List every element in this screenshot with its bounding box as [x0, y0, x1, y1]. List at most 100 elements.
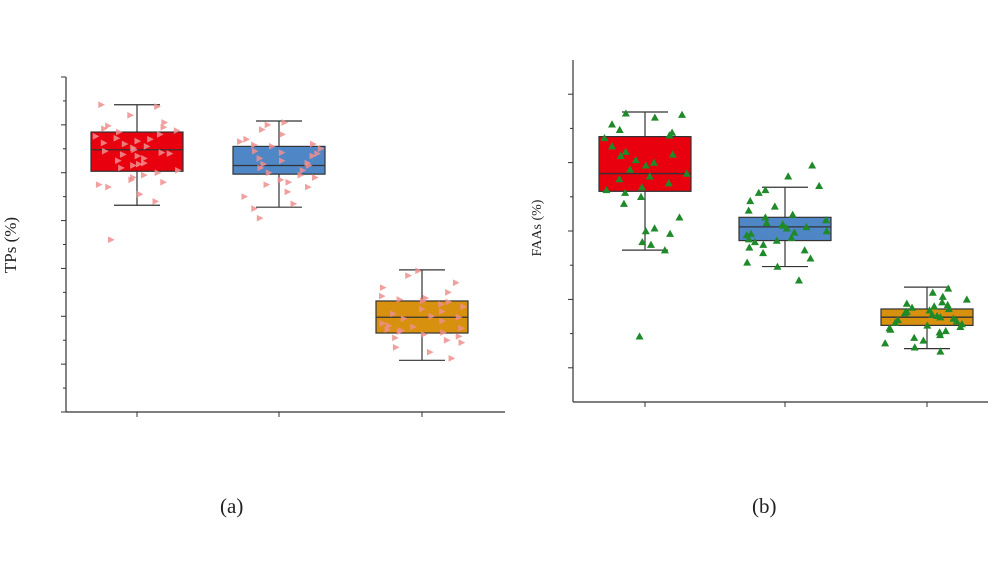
- data-point: [161, 119, 169, 126]
- data-point: [237, 138, 244, 145]
- data-point: [420, 331, 428, 338]
- data-point: [428, 312, 436, 320]
- data-point: [134, 137, 142, 145]
- data-point: [754, 188, 763, 196]
- data-point: [118, 164, 125, 172]
- data-point: [140, 171, 148, 179]
- data-point: [438, 300, 445, 308]
- data-point: [800, 246, 809, 254]
- data-point: [455, 313, 463, 321]
- data-point: [808, 161, 817, 169]
- data-point: [396, 328, 404, 335]
- data-point: [919, 336, 928, 344]
- data-point: [910, 333, 919, 341]
- data-point: [440, 329, 447, 336]
- data-point: [641, 227, 650, 235]
- data-point: [141, 159, 148, 167]
- data-point: [815, 181, 824, 190]
- data-point: [928, 310, 937, 318]
- data-point: [668, 150, 677, 158]
- data-point: [445, 288, 452, 296]
- data-point: [258, 126, 266, 134]
- data-point: [243, 135, 251, 143]
- data-point: [105, 122, 112, 130]
- data-point: [635, 332, 644, 340]
- data-point: [944, 284, 953, 292]
- data-point: [166, 150, 174, 157]
- data-point: [744, 235, 753, 243]
- data-point: [772, 236, 781, 244]
- data-point: [98, 101, 105, 109]
- data-point: [415, 267, 422, 275]
- data-point: [105, 183, 113, 191]
- data-point: [794, 276, 803, 284]
- data-point: [458, 339, 466, 346]
- data-point: [616, 151, 625, 159]
- data-point: [251, 147, 259, 155]
- data-point: [619, 199, 628, 207]
- data-point: [452, 279, 460, 287]
- data-point: [600, 133, 609, 142]
- data-point: [460, 303, 468, 311]
- data-point: [173, 127, 181, 134]
- data-point: [788, 210, 797, 218]
- data-point: [160, 123, 168, 131]
- data-point: [256, 214, 264, 222]
- data-point: [305, 183, 312, 191]
- data-point: [108, 236, 115, 244]
- data-point: [608, 142, 617, 150]
- data-point: [938, 298, 947, 306]
- data-point: [778, 221, 787, 229]
- data-point: [952, 317, 961, 325]
- data-point: [930, 302, 939, 310]
- data-point: [418, 305, 426, 313]
- data-point: [278, 149, 286, 156]
- data-point: [761, 213, 770, 221]
- data-point: [379, 284, 387, 291]
- data-point: [962, 295, 971, 303]
- data-point: [784, 172, 793, 180]
- data-point: [938, 292, 947, 300]
- data-point: [281, 119, 289, 126]
- data-point: [455, 333, 463, 340]
- data-point: [154, 103, 161, 111]
- data-point: [263, 181, 271, 189]
- data-point: [886, 325, 895, 333]
- data-point: [790, 228, 799, 236]
- data-point: [744, 206, 753, 214]
- panel-b-caption: (b): [752, 494, 777, 518]
- data-point: [257, 164, 265, 172]
- data-point: [113, 134, 121, 142]
- panel-a-ylabel: TPs (%): [1, 217, 20, 273]
- data-point: [602, 185, 611, 194]
- data-point: [136, 190, 144, 198]
- data-point: [419, 297, 427, 305]
- data-point: [621, 147, 630, 155]
- data-point: [439, 317, 446, 325]
- data-point: [770, 202, 779, 210]
- data-point: [135, 160, 143, 168]
- data-point: [806, 254, 815, 262]
- data-point: [284, 188, 292, 196]
- data-point: [385, 322, 393, 330]
- data-point: [290, 200, 298, 208]
- data-point: [317, 145, 325, 153]
- data-point: [390, 310, 397, 318]
- data-point: [128, 176, 136, 184]
- data-point: [309, 152, 317, 160]
- data-point: [448, 355, 456, 362]
- data-point: [156, 131, 164, 138]
- data-point: [119, 151, 127, 158]
- data-point: [944, 304, 953, 313]
- data-point: [299, 166, 307, 174]
- data-point: [392, 334, 399, 342]
- data-point: [746, 196, 755, 205]
- data-point: [405, 272, 412, 279]
- data-point: [900, 309, 909, 317]
- data-point: [956, 322, 965, 330]
- data-point: [141, 154, 148, 162]
- data-point: [260, 160, 268, 168]
- panel-b-faas: FAAs (%): [530, 60, 988, 407]
- data-point: [746, 229, 755, 237]
